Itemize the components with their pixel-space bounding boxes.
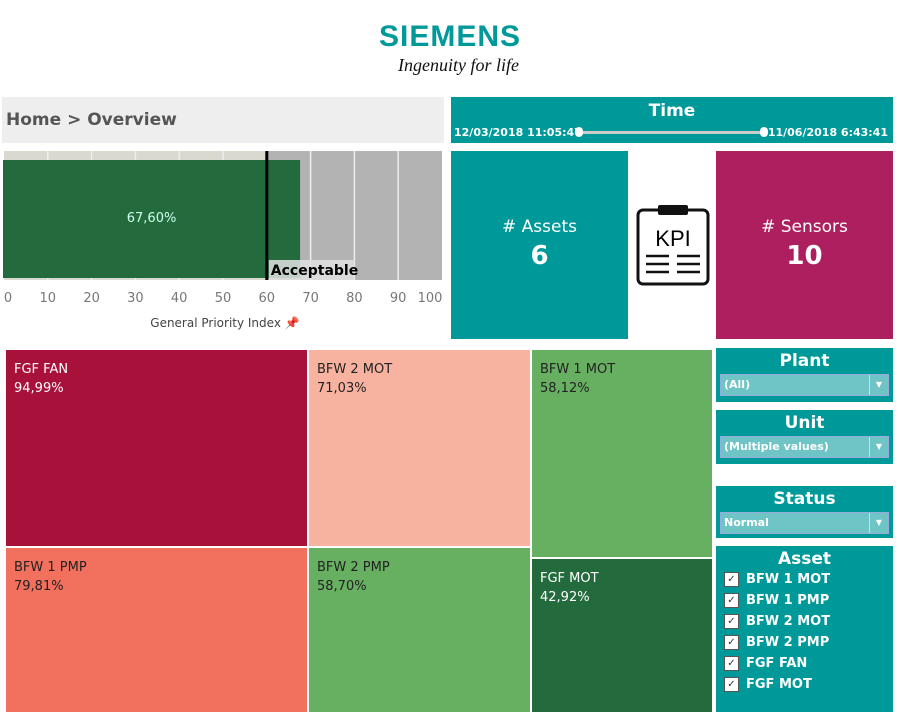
checkbox-checked-icon[interactable]: ✓ xyxy=(724,593,739,608)
chevron-down-icon[interactable]: ▼ xyxy=(869,437,888,457)
treemap-cell[interactable]: BFW 1 MOT 58,12% xyxy=(532,350,712,557)
asset-checkbox-item[interactable]: ✓ FGF FAN xyxy=(724,653,893,674)
checkbox-checked-icon[interactable]: ✓ xyxy=(724,656,739,671)
cell-value: 94,99% xyxy=(14,381,64,396)
gpi-bar[interactable] xyxy=(3,160,301,278)
time-slider[interactable] xyxy=(575,127,768,137)
asset-label: FGF FAN xyxy=(746,656,808,671)
x-tick-label: 20 xyxy=(83,291,100,306)
x-tick-label: 0 xyxy=(3,291,13,306)
unit-filter: Unit (Multiple values) ▼ xyxy=(716,410,893,464)
kpi-clipboard-icon: KPI xyxy=(636,205,710,286)
assets-value: 6 xyxy=(530,241,549,271)
x-tick-label: 70 xyxy=(302,291,319,306)
asset-checkbox-item[interactable]: ✓ BFW 1 MOT xyxy=(724,569,893,590)
checkbox-checked-icon[interactable]: ✓ xyxy=(724,635,739,650)
slider-end-handle[interactable] xyxy=(760,127,768,137)
sensors-kpi[interactable]: # Sensors 10 xyxy=(716,151,893,339)
time-end: 11/06/2018 6:43:41 xyxy=(767,126,888,139)
kpi-text: KPI xyxy=(655,226,690,251)
asset-label: BFW 2 PMP xyxy=(746,635,830,650)
asset-checkbox-item[interactable]: ✓ FGF MOT xyxy=(724,674,893,695)
gpi-value-label: 67,60% xyxy=(127,211,177,226)
reference-label: Acceptable xyxy=(271,263,358,279)
asset-checkbox-item[interactable]: ✓ BFW 2 MOT xyxy=(724,611,893,632)
axis-title-text: General Priority Index xyxy=(150,316,281,330)
asset-label: FGF MOT xyxy=(746,677,812,692)
asset-title: Asset xyxy=(777,549,832,569)
chevron-down-icon[interactable]: ▼ xyxy=(869,513,888,533)
logo-tagline: Ingenuity for life xyxy=(398,55,519,75)
x-tick-label: 100 xyxy=(417,291,443,306)
asset-checkbox-item[interactable]: ✓ BFW 2 PMP xyxy=(724,632,893,653)
asset-checkbox-item[interactable]: ✓ BFW 1 PMP xyxy=(724,590,893,611)
plant-dropdown[interactable]: (All) ▼ xyxy=(720,374,889,396)
breadcrumb[interactable]: Home > Overview xyxy=(2,97,444,143)
cell-value: 79,81% xyxy=(14,579,64,594)
asset-label: BFW 2 MOT xyxy=(746,614,831,629)
plant-title: Plant xyxy=(779,351,830,371)
plant-filter: Plant (All) ▼ xyxy=(716,348,893,402)
pin-icon[interactable]: 📌 xyxy=(284,316,300,330)
slider-start-handle[interactable] xyxy=(575,127,583,137)
chevron-down-icon[interactable]: ▼ xyxy=(869,375,888,395)
x-tick-label: 50 xyxy=(214,291,232,306)
x-tick-label: 90 xyxy=(389,291,407,306)
time-filter: Time 12/03/2018 11:05:47 11/06/2018 6:43… xyxy=(451,97,893,143)
cell-value: 58,12% xyxy=(540,381,590,396)
cell-value: 71,03% xyxy=(317,381,367,396)
status-filter: Status Normal ▼ xyxy=(716,486,893,538)
x-tick-label: 80 xyxy=(346,291,363,306)
cell-name: BFW 1 MOT xyxy=(540,362,616,377)
siemens-logo: SIEMENS xyxy=(378,20,522,53)
gpi-bullet-chart: 67,60% Acceptable xyxy=(3,151,442,280)
asset-filter: Asset ✓ BFW 1 MOT ✓ BFW 1 PMP ✓ BFW 2 MOT ✓ BFW… xyxy=(716,546,893,712)
time-start: 12/03/2018 11:05:47 xyxy=(454,126,582,139)
x-tick-label: 60 xyxy=(258,291,276,306)
checkbox-checked-icon[interactable]: ✓ xyxy=(724,677,739,692)
asset-label: BFW 1 PMP xyxy=(746,593,830,608)
sensors-label: # Sensors xyxy=(761,217,848,237)
sensors-value: 10 xyxy=(786,241,823,271)
assets-label: # Assets xyxy=(502,217,577,237)
cell-name: FGF FAN xyxy=(14,362,69,377)
x-tick-label: 10 xyxy=(39,291,57,306)
treemap-cell[interactable]: BFW 2 PMP 58,70% xyxy=(309,548,530,712)
treemap-cell[interactable]: BFW 1 PMP 79,81% xyxy=(6,548,307,712)
asset-label: BFW 1 MOT xyxy=(746,572,831,587)
unit-title: Unit xyxy=(784,413,825,433)
time-title: Time xyxy=(648,101,696,121)
treemap-cell[interactable]: BFW 2 MOT 71,03% xyxy=(309,350,530,546)
status-dropdown[interactable]: Normal ▼ xyxy=(720,512,889,534)
cell-value: 58,70% xyxy=(317,579,367,594)
reference-label-bg xyxy=(268,260,355,280)
cell-value: 42,92% xyxy=(540,590,590,605)
cell-name: BFW 2 PMP xyxy=(317,560,390,575)
cell-name: FGF MOT xyxy=(540,571,599,586)
x-tick-label: 30 xyxy=(127,291,144,306)
cell-name: BFW 1 PMP xyxy=(14,560,87,575)
x-tick-label: 40 xyxy=(170,291,188,306)
assets-kpi[interactable]: # Assets 6 xyxy=(451,151,628,339)
unit-dropdown[interactable]: (Multiple values) ▼ xyxy=(720,436,889,458)
treemap-cell[interactable]: FGF FAN 94,99% xyxy=(6,350,307,546)
unit-value: (Multiple values) xyxy=(724,440,829,453)
gpi-axis-title: General Priority Index 📌 xyxy=(0,316,450,330)
status-title: Status xyxy=(773,489,836,509)
checkbox-checked-icon[interactable]: ✓ xyxy=(724,572,739,587)
cell-name: BFW 2 MOT xyxy=(317,362,393,377)
checkbox-checked-icon[interactable]: ✓ xyxy=(724,614,739,629)
treemap-cell[interactable]: FGF MOT 42,92% xyxy=(532,559,712,712)
status-value: Normal xyxy=(724,516,769,529)
plant-value: (All) xyxy=(724,378,751,391)
